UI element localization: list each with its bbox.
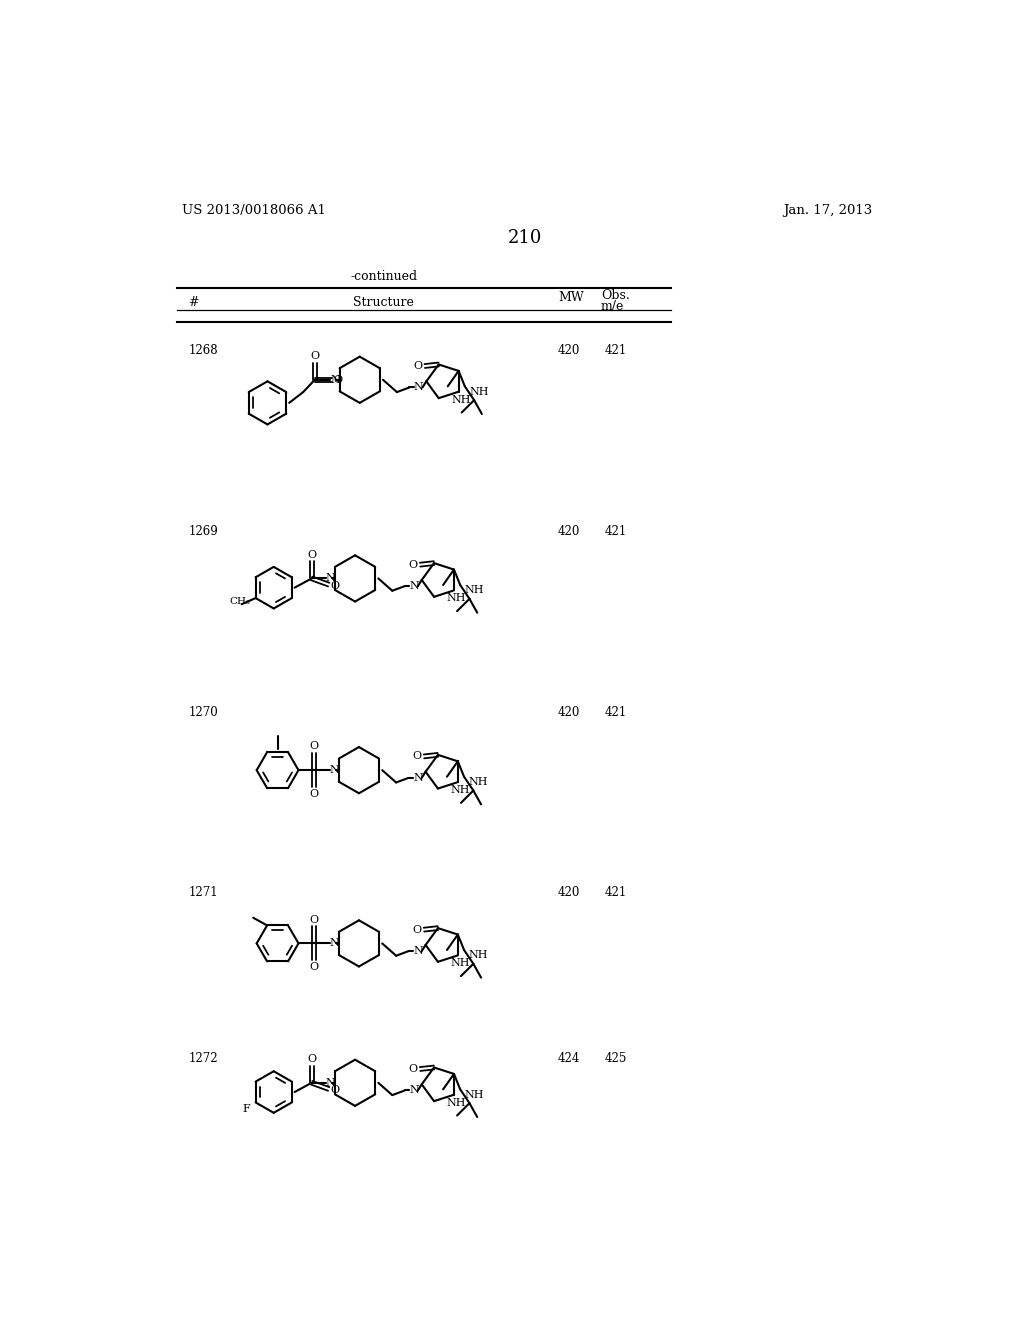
Text: 1268: 1268 — [188, 343, 218, 356]
Text: NH: NH — [451, 958, 470, 969]
Text: O: O — [331, 581, 340, 591]
Text: 421: 421 — [604, 887, 627, 899]
Text: N: N — [413, 774, 423, 783]
Text: m/e: m/e — [601, 300, 624, 313]
Text: O: O — [334, 375, 343, 384]
Text: O: O — [413, 924, 422, 935]
Text: -continued: -continued — [350, 269, 418, 282]
Text: NH: NH — [446, 1098, 466, 1107]
Text: MW: MW — [558, 292, 584, 305]
Text: O: O — [307, 1053, 316, 1064]
Text: 420: 420 — [558, 887, 581, 899]
Text: NH: NH — [469, 387, 489, 397]
Text: O: O — [309, 789, 318, 799]
Text: Structure: Structure — [353, 296, 414, 309]
Text: NH: NH — [469, 777, 488, 787]
Text: Obs.: Obs. — [601, 289, 630, 302]
Text: 425: 425 — [604, 1052, 627, 1065]
Text: US 2013/0018066 A1: US 2013/0018066 A1 — [182, 205, 326, 218]
Text: 1271: 1271 — [188, 887, 218, 899]
Text: N: N — [326, 573, 335, 583]
Text: O: O — [331, 1085, 340, 1096]
Text: N: N — [330, 939, 339, 948]
Text: NH: NH — [469, 950, 488, 961]
Text: 421: 421 — [604, 705, 627, 718]
Text: 424: 424 — [558, 1052, 581, 1065]
Text: 420: 420 — [558, 705, 581, 718]
Text: NH: NH — [452, 395, 471, 405]
Text: O: O — [409, 1064, 418, 1074]
Text: 421: 421 — [604, 343, 627, 356]
Text: 210: 210 — [508, 228, 542, 247]
Text: O: O — [309, 962, 318, 973]
Text: 421: 421 — [604, 524, 627, 537]
Text: 420: 420 — [558, 524, 581, 537]
Text: O: O — [413, 751, 422, 762]
Text: 420: 420 — [558, 343, 581, 356]
Text: O: O — [309, 915, 318, 924]
Text: Jan. 17, 2013: Jan. 17, 2013 — [782, 205, 872, 218]
Text: N: N — [413, 946, 423, 956]
Text: N: N — [410, 581, 419, 591]
Text: N: N — [330, 766, 339, 775]
Text: O: O — [310, 351, 319, 360]
Text: O: O — [409, 560, 418, 570]
Text: 1269: 1269 — [188, 524, 218, 537]
Text: N: N — [414, 383, 424, 392]
Text: #: # — [188, 296, 199, 309]
Text: CH₃: CH₃ — [229, 598, 251, 606]
Text: N: N — [410, 1085, 419, 1096]
Text: NH: NH — [446, 594, 466, 603]
Text: 1270: 1270 — [188, 705, 218, 718]
Text: O: O — [309, 742, 318, 751]
Text: NH: NH — [465, 585, 484, 595]
Text: F: F — [243, 1104, 250, 1114]
Text: 1272: 1272 — [188, 1052, 218, 1065]
Text: O: O — [307, 549, 316, 560]
Text: O: O — [414, 360, 422, 371]
Text: N: N — [330, 375, 340, 384]
Text: N: N — [326, 1078, 335, 1088]
Text: NH: NH — [451, 785, 470, 795]
Text: NH: NH — [465, 1090, 484, 1100]
